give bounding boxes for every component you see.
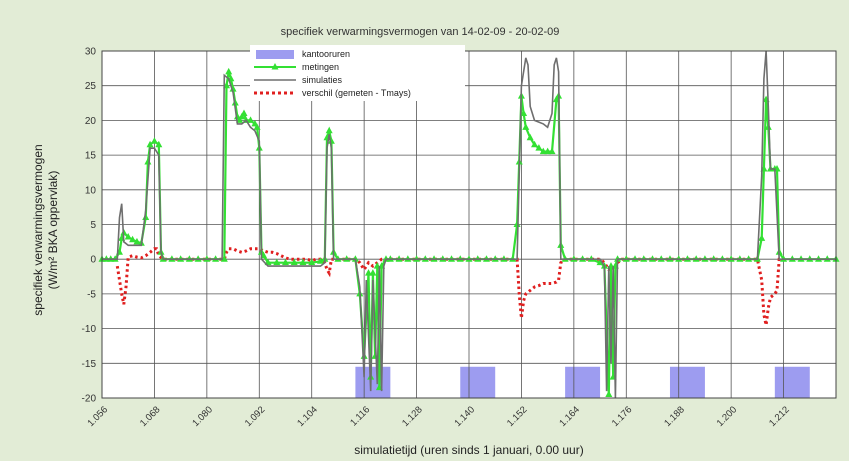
legend-label: simulaties — [302, 75, 343, 85]
legend-label: metingen — [302, 62, 339, 72]
office-band-1 — [460, 366, 496, 398]
office-band-3 — [669, 366, 705, 398]
metingen-point — [299, 258, 307, 266]
y-axis-label: specifiek verwarmingsvermogen — [31, 144, 45, 315]
x-tick-label: 1.140 — [453, 404, 478, 429]
metingen-point — [596, 258, 604, 266]
y-axis-unit: (W/m² BKA oppervlak) — [46, 171, 60, 290]
legend-label: kantooruren — [302, 49, 350, 59]
y-tick-label: -20 — [82, 394, 97, 405]
metingen-point — [605, 390, 613, 398]
y-tick-label: -15 — [82, 359, 97, 370]
office-band-2 — [565, 366, 601, 398]
legend-marker-metingen — [271, 63, 279, 70]
metingen-point — [531, 140, 539, 148]
metingen-point — [548, 147, 556, 155]
metingen-point — [308, 258, 316, 266]
x-tick-label: 1.092 — [243, 404, 268, 429]
metingen-point — [273, 258, 281, 266]
plot-frame — [101, 50, 837, 399]
metingen-point — [369, 269, 377, 276]
chart-title: specifiek verwarmingsvermogen van 14-02-… — [281, 26, 560, 38]
metingen-point — [129, 235, 137, 243]
metingen-point — [522, 123, 530, 130]
legend: kantooruren metingen simulaties verschil (g… — [250, 45, 465, 101]
y-tick-label: 10 — [85, 185, 97, 196]
x-tick-label: 1.200 — [715, 404, 740, 429]
metingen-point — [124, 232, 132, 240]
office-band-0 — [355, 366, 391, 398]
x-tick-label: 1.104 — [295, 404, 320, 429]
x-tick-label: 1.164 — [557, 404, 582, 429]
metingen-point — [231, 99, 239, 106]
y-tick-label: 0 — [90, 255, 96, 266]
x-tick-label: 1.152 — [505, 404, 530, 429]
office-band-4 — [774, 366, 810, 398]
y-tick-label: 5 — [90, 220, 96, 231]
metingen-point — [150, 137, 158, 144]
metingen-point — [325, 126, 333, 134]
metingen-point — [240, 109, 248, 116]
metingen-point — [155, 140, 163, 148]
metingen-point — [758, 234, 766, 241]
x-tick-label: 1.116 — [348, 404, 372, 428]
office-hours-bands — [355, 366, 810, 398]
metingen-point — [220, 255, 228, 262]
x-tick-label: 1.188 — [662, 404, 687, 429]
metingen-point — [552, 95, 560, 103]
y-tick-label: 20 — [85, 116, 97, 127]
metingen-point — [513, 220, 521, 227]
y-tick-label: 15 — [85, 151, 97, 162]
series-layer — [98, 50, 840, 399]
legend-swatch-kantooruren — [256, 50, 294, 59]
x-tick-label: 1.056 — [86, 404, 111, 429]
x-axis-label: simulatietijd (uren sinds 1 januari, 0.0… — [354, 443, 583, 457]
metingen-point — [535, 144, 543, 151]
metingen-point — [316, 257, 324, 264]
metingen-point — [290, 258, 298, 266]
metingen-point — [238, 112, 246, 120]
series-simulaties-line — [102, 50, 836, 399]
metingen-point — [247, 116, 255, 123]
metingen-point — [253, 123, 261, 130]
metingen-point — [229, 85, 237, 92]
metingen-point — [520, 109, 528, 116]
y-tick-label: 30 — [85, 47, 97, 58]
metingen-point — [236, 116, 244, 123]
metingen-point — [133, 237, 141, 245]
metingen-point — [526, 133, 534, 141]
y-tick-label: -10 — [82, 324, 97, 335]
legend-label: verschil (gemeten - Tmays) — [302, 88, 411, 98]
y-tick-label: -5 — [87, 289, 96, 300]
x-tick-label: 1.212 — [767, 404, 792, 429]
x-tick-label: 1.128 — [400, 404, 425, 429]
metingen-point — [225, 67, 233, 75]
y-tick-label: 25 — [85, 81, 97, 92]
x-tick-label: 1.176 — [610, 404, 635, 429]
metingen-point — [146, 140, 154, 148]
x-tick-label: 1.068 — [138, 404, 163, 429]
x-tick-label: 1.080 — [190, 404, 215, 429]
metingen-point — [282, 258, 289, 266]
